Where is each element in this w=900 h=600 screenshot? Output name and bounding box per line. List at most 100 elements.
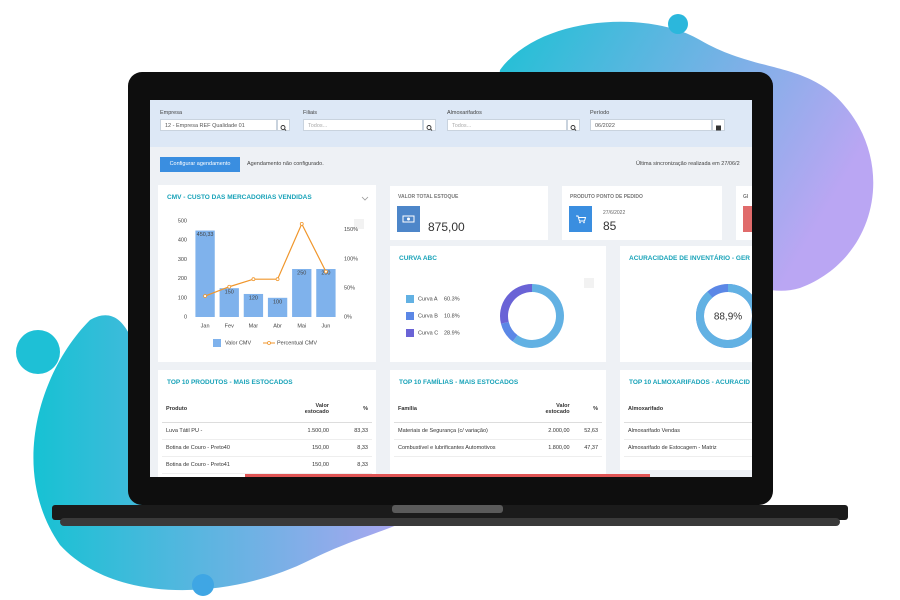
kpi-label: PRODUTO PONTO DE PEDIDO [570, 194, 643, 200]
header-row: Família Valor estocado% [394, 396, 602, 423]
icon [280, 125, 287, 131]
x-tick-label: Mai [297, 323, 306, 329]
x-tick-label: Fev [225, 323, 234, 329]
filter-label: Almoxarifados [447, 110, 482, 116]
header-row: Produto Valor estocado% [162, 396, 372, 423]
table-row: Botina de Couro - Preto41 150,00 8,33 [162, 456, 372, 474]
search-button[interactable] [277, 119, 290, 131]
table-row: Almoxarifado Vendas [624, 422, 752, 440]
kpi-value: 875,00 [428, 220, 465, 234]
filter-label: Período [590, 110, 610, 116]
point [251, 277, 256, 282]
kpi-card: GI [736, 186, 752, 240]
card: CMV - CUSTO DAS MERCADORIAS VENDIDAS 0 10… [158, 185, 376, 362]
data-label: 100 [273, 299, 282, 305]
bar [195, 230, 215, 317]
card: ACURACIDADE DE INVENTÁRIO - GER 88,9% [620, 246, 752, 362]
y-tick-label: 500 [178, 218, 187, 224]
legend-value: 28.9% [444, 330, 460, 336]
x-tick-label: Jun [321, 323, 330, 329]
select[interactable]: 12 - Empresa REF Qualidade 01 [160, 119, 277, 131]
bar [267, 297, 288, 317]
bar [243, 293, 264, 317]
dot [192, 574, 214, 596]
search-button[interactable] [423, 119, 436, 131]
table-cell: 8,33 [332, 456, 372, 474]
scroll-indicator [245, 474, 650, 477]
y2-tick-label: 0% [344, 314, 352, 320]
kpi-label: GI [743, 194, 749, 200]
button[interactable]: Configurar agendamento [160, 157, 240, 172]
y-tick-label: 100 [178, 295, 187, 301]
menu-button[interactable] [584, 278, 594, 288]
table-cell: Almoxarifado Vendas [624, 422, 752, 440]
table-cell: 1.500,00 [290, 422, 333, 440]
y-tick-label: 200 [178, 276, 187, 282]
sync-text: Última sincronização realizada em 27/06/… [636, 161, 740, 167]
table-cell: 2.000,00 [531, 422, 574, 440]
column-header: Família [394, 396, 532, 423]
kpi-date: 27/6/2022 [603, 210, 626, 216]
search-button[interactable] [567, 119, 580, 131]
table-cell: Luva Tátil PU - [162, 422, 291, 440]
icon [570, 125, 577, 131]
card: CURVA ABC Curva A 60.3% Curva B 10.8% Curva … [390, 246, 606, 362]
data-label: 150 [225, 290, 234, 296]
legend-value: 60.3% [444, 296, 460, 302]
point [324, 269, 328, 274]
legend-swatch [406, 329, 414, 337]
legend-value: 10.8% [444, 313, 460, 319]
calendar-button[interactable] [712, 119, 725, 131]
x-tick-label: Jan [201, 323, 210, 329]
card-title: CURVA ABC [399, 255, 437, 262]
laptop-base-edge [60, 518, 840, 526]
screen: Empresa 12 - Empresa REF Qualidade 01 Fi… [150, 100, 752, 477]
header-row: Almoxarifado [624, 396, 752, 423]
icon [426, 125, 433, 131]
kpi-card: VALOR TOTAL ESTOQUE 875,00 [390, 186, 548, 240]
table: Família Valor estocado% Materiais de Segur… [394, 396, 602, 457]
select[interactable]: Todos... [447, 119, 567, 131]
kpi-label: VALOR TOTAL ESTOQUE [398, 194, 459, 200]
select[interactable]: Todos... [303, 119, 423, 131]
y-tick-label: 400 [178, 238, 187, 244]
y-tick-label: 0 [184, 314, 187, 320]
card-title: ACURACIDADE DE INVENTÁRIO - GER [629, 255, 750, 262]
donut-segment [500, 284, 533, 324]
card-title: TOP 10 ALMOXARIFADOS - ACURACID [629, 379, 750, 386]
table-row: Almoxarifado de Estocagem - Matriz [624, 439, 752, 457]
dot [668, 14, 688, 34]
card-title: CMV - CUSTO DAS MERCADORIAS VENDIDAS [167, 194, 312, 201]
donut-segment [500, 321, 518, 342]
data-label: 120 [249, 295, 258, 301]
bar [316, 269, 336, 317]
table: Almoxarifado Almoxarifado Vendas Almoxarif… [624, 396, 752, 457]
x-tick-label: Abr [273, 323, 282, 329]
date-input[interactable]: 06/2022 [590, 119, 712, 131]
legend-swatch [267, 341, 271, 345]
column-header: % [332, 396, 372, 423]
table-cell: Botina de Couro - Preto40 [162, 439, 291, 457]
menu-button[interactable] [354, 219, 364, 229]
icon [716, 125, 721, 131]
table-cell: Materiais de Segurança (c/ variação) [394, 422, 532, 440]
kpi-icon [397, 206, 420, 232]
table-cell: 8,33 [332, 439, 372, 457]
legend-label: Curva C [418, 330, 438, 336]
table-cell: 1.800,00 [531, 439, 574, 457]
table-row: Luva Tátil PU -1.500,00 83,33 [162, 422, 372, 440]
dot [16, 330, 60, 374]
table-cell: 83,33 [332, 422, 372, 440]
kpi-icon [569, 206, 592, 232]
y2-tick-label: 100% [344, 256, 358, 262]
point [203, 294, 207, 298]
table-card: TOP 10 ALMOXARIFADOS - ACURACID Almoxarif… [620, 370, 752, 470]
legend-label: Percentual CMV [277, 340, 317, 346]
bar [219, 288, 239, 317]
legend-swatch [406, 312, 414, 320]
point [227, 284, 232, 289]
legend-label: Curva A [418, 296, 438, 302]
table-cell: 150,00 [290, 456, 333, 474]
column-header: Valor estocado [290, 396, 333, 423]
